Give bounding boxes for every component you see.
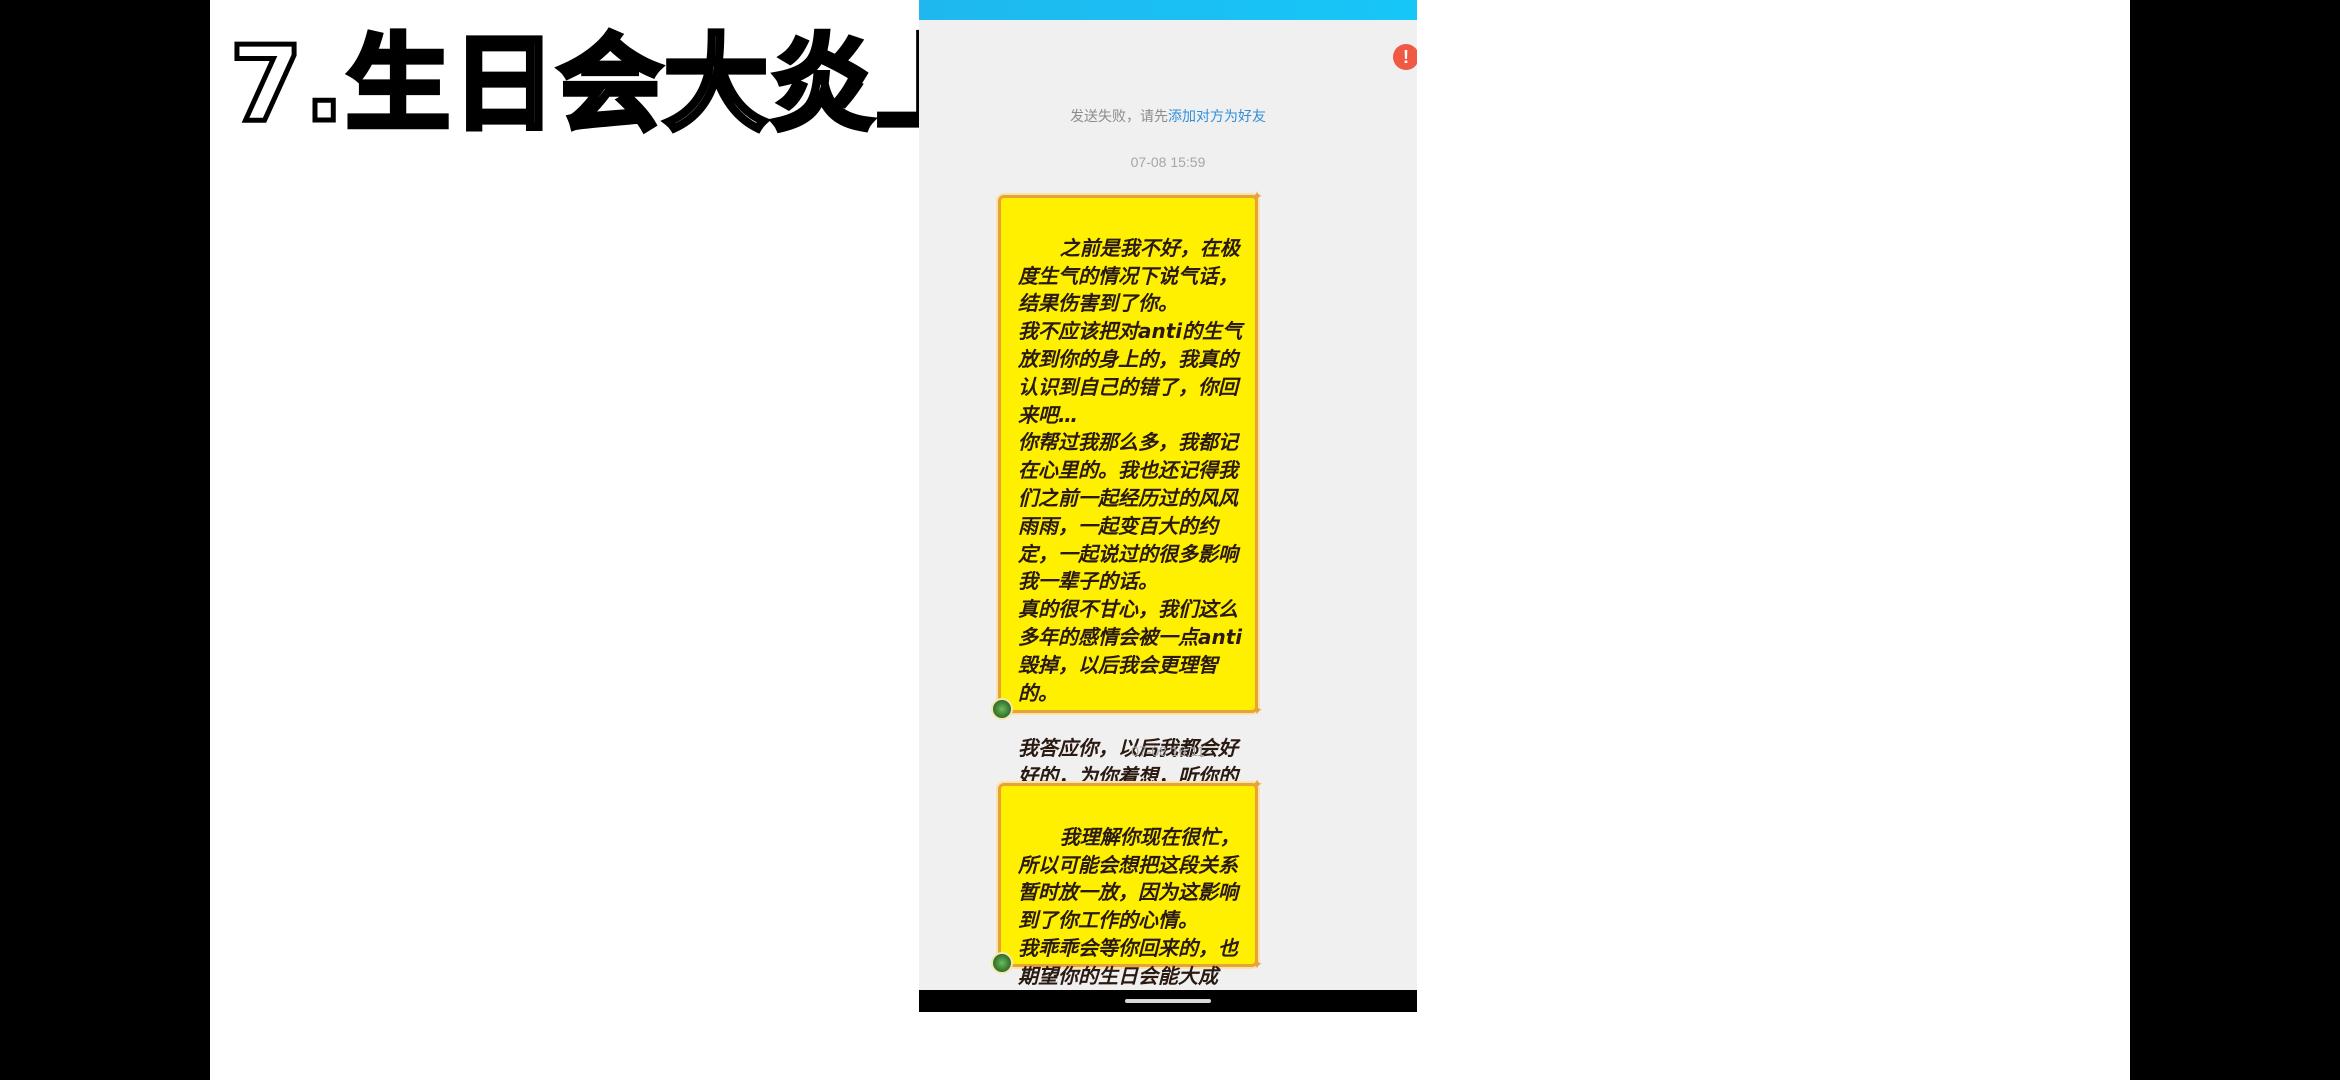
send-failed-notice: 发送失败，请先添加对方为好友: [919, 106, 1417, 126]
sparkle-icon: ✦: [1251, 777, 1263, 793]
sparkle-icon: ✦: [1251, 189, 1263, 205]
home-indicator[interactable]: [1125, 999, 1211, 1003]
bubble-decoration-icon: [991, 952, 1013, 974]
sparkle-icon: ✦: [1251, 957, 1263, 973]
chat-screen: ! 别这样… 发送失败，请先添加对方为好友 07-08 15:59 之前是我不好…: [919, 0, 1417, 1012]
message-bubble-long[interactable]: 之前是我不好，在极度生气的情况下说气话，结果伤害到了你。 我不应该把对anti的…: [991, 190, 1263, 871]
send-failed-icon[interactable]: !: [1393, 44, 1417, 70]
message-text: 我理解你现在很忙，所以可能会想把这段关系暂时放一放，因为这影响到了你工作的心情。…: [1018, 824, 1240, 1012]
notice-text: 发送失败，请先: [1070, 108, 1168, 124]
video-frame: 7.生日会大炎上.i ! 别这样… 发送失败，请先添加对方为好友 07-08 1…: [210, 0, 2130, 1080]
bubble-decoration-icon: [991, 698, 1013, 720]
navigation-bar: [919, 990, 1417, 1012]
message-bubble-recent[interactable]: 我理解你现在很忙，所以可能会想把这段关系暂时放一放，因为这影响到了你工作的心情。…: [991, 778, 1263, 1012]
add-friend-link[interactable]: 添加对方为好友: [1168, 108, 1266, 124]
timestamp-1: 07-08 15:59: [1130, 154, 1206, 170]
message-text: 之前是我不好，在极度生气的情况下说气话，结果伤害到了你。 我不应该把对anti的…: [1018, 235, 1243, 872]
timestamp-2: 07-08 16:11: [1131, 743, 1205, 759]
status-bar: [919, 0, 1417, 20]
sparkle-icon: ✦: [1251, 703, 1263, 719]
